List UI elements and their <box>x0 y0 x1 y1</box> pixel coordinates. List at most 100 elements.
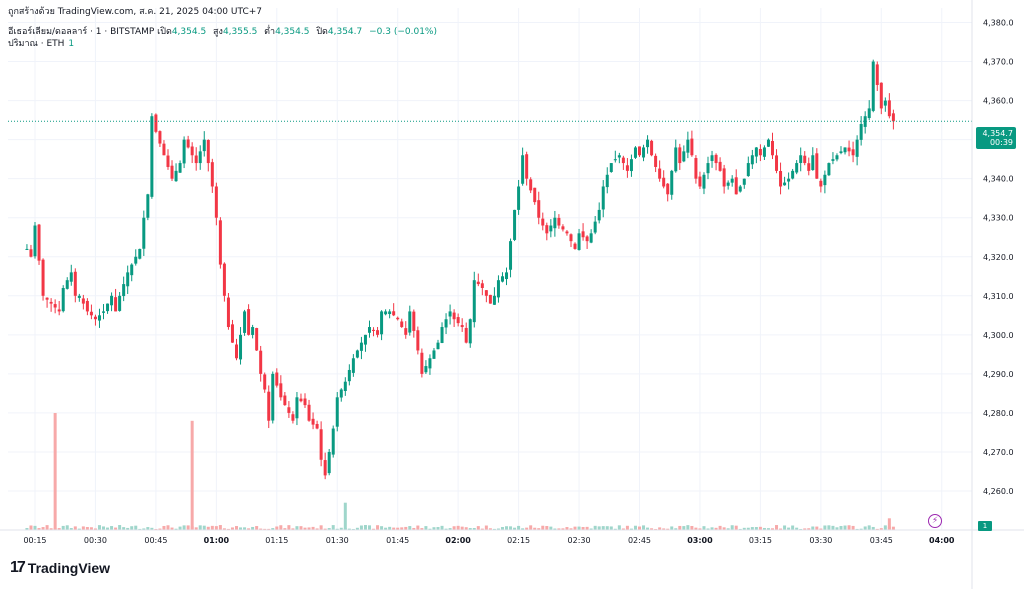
candle-body <box>230 324 234 343</box>
volume-bar <box>222 528 226 530</box>
volume-bar <box>545 525 549 530</box>
volume-bar <box>93 528 97 530</box>
volume-bar <box>89 527 93 530</box>
volume-bar <box>85 527 89 530</box>
high-label: สูง <box>213 27 223 37</box>
candle-body <box>629 159 633 172</box>
candle-body <box>166 155 170 167</box>
symbol-name[interactable]: อีเธอร์เลียม/ดอลลาร์ · 1 · BITSTAMP <box>8 27 155 37</box>
candle-body <box>690 138 694 156</box>
high-value: 4,355.5 <box>222 27 258 37</box>
candle-body <box>138 248 142 259</box>
y-tick-label: 4,270.0 <box>983 448 1014 457</box>
volume-bar <box>307 527 311 530</box>
volume-bar <box>706 528 710 530</box>
candle-body <box>388 311 392 315</box>
candle-body <box>29 249 33 257</box>
candle-body <box>621 157 625 164</box>
volume-bar <box>766 528 770 530</box>
x-tick-label: 01:15 <box>265 536 288 545</box>
volume-bar <box>279 525 283 530</box>
candle-body <box>775 155 779 171</box>
candle-body <box>670 170 674 195</box>
volume-bar <box>416 525 420 530</box>
candle-body <box>742 178 746 185</box>
volume-bar <box>722 527 726 530</box>
candle-body <box>351 358 355 373</box>
volume-label[interactable]: ปริมาณ · ETH <box>8 39 65 49</box>
volume-bar <box>746 527 750 530</box>
volume-bar <box>859 528 863 530</box>
candle-body <box>45 297 49 300</box>
candle-body <box>303 398 307 406</box>
candle-body <box>57 309 61 312</box>
candle-body <box>787 178 791 182</box>
candle-body <box>754 147 758 157</box>
volume-bar <box>642 525 646 530</box>
volume-bar <box>875 528 879 530</box>
candle-body <box>102 311 106 313</box>
volume-bar <box>492 528 496 530</box>
volume-bar <box>633 525 637 530</box>
candle-body <box>436 342 440 350</box>
chart-credit: ถูกสร้างด้วย TradingView.com, ส.ค. 21, 2… <box>8 7 263 17</box>
candle-body <box>372 329 376 331</box>
volume-bar <box>496 528 500 530</box>
volume-bar <box>525 527 529 530</box>
candle-body <box>472 280 476 323</box>
x-tick-label: 02:45 <box>628 536 651 545</box>
volume-bar <box>404 526 408 530</box>
volume-bar <box>791 525 795 530</box>
candle-body <box>210 162 214 187</box>
candle-body <box>343 381 347 392</box>
volume-bar <box>291 528 295 530</box>
volume-bar <box>198 525 202 530</box>
volume-bar <box>202 525 206 530</box>
volume-bar <box>702 526 706 530</box>
candle-body <box>573 243 577 249</box>
tradingview-logo[interactable]: 17 TradingView <box>10 559 110 577</box>
volume-bar <box>456 525 460 530</box>
candle-body <box>702 174 706 189</box>
volume-bar <box>815 526 819 530</box>
candle-body <box>130 264 134 276</box>
volume-bar <box>811 526 815 530</box>
x-tick-label: 03:45 <box>870 536 893 545</box>
volume-bar <box>770 528 774 530</box>
volume-bar <box>226 528 230 530</box>
candle-body <box>114 297 118 312</box>
volume-bar <box>29 525 33 530</box>
x-tick-label: 02:00 <box>445 536 471 545</box>
candle-body <box>674 147 678 172</box>
volume-bar <box>678 525 682 530</box>
close-value: 4,354.7 <box>327 27 363 37</box>
lightning-icon[interactable]: ⚡ <box>928 514 942 528</box>
volume-bar <box>646 527 650 530</box>
volume-bar <box>283 528 287 530</box>
candle-body <box>642 147 646 158</box>
candle-body <box>843 147 847 153</box>
candle-body <box>638 146 641 156</box>
candle-body <box>118 295 122 311</box>
candle-body <box>222 263 226 296</box>
volume-bar <box>255 526 259 530</box>
candle-body <box>541 218 545 226</box>
candle-body <box>746 163 750 177</box>
volume-bar <box>65 525 69 530</box>
candle-body <box>299 398 303 402</box>
candle-body <box>646 139 650 148</box>
volume-bar <box>359 525 363 530</box>
volume-bar <box>738 528 742 530</box>
candle-body <box>891 113 895 122</box>
volume-bar <box>629 528 633 530</box>
volume-bar <box>686 525 690 530</box>
volume-bar <box>436 527 440 530</box>
time-axis: 00:15 00:30 00:45 01:00 01:15 01:30 01:45 02:00… <box>0 529 1024 545</box>
candle-body <box>770 140 774 156</box>
candle-body <box>734 177 738 195</box>
candle-body <box>142 217 146 249</box>
volume-bar <box>323 528 327 530</box>
candle-body <box>509 241 513 270</box>
